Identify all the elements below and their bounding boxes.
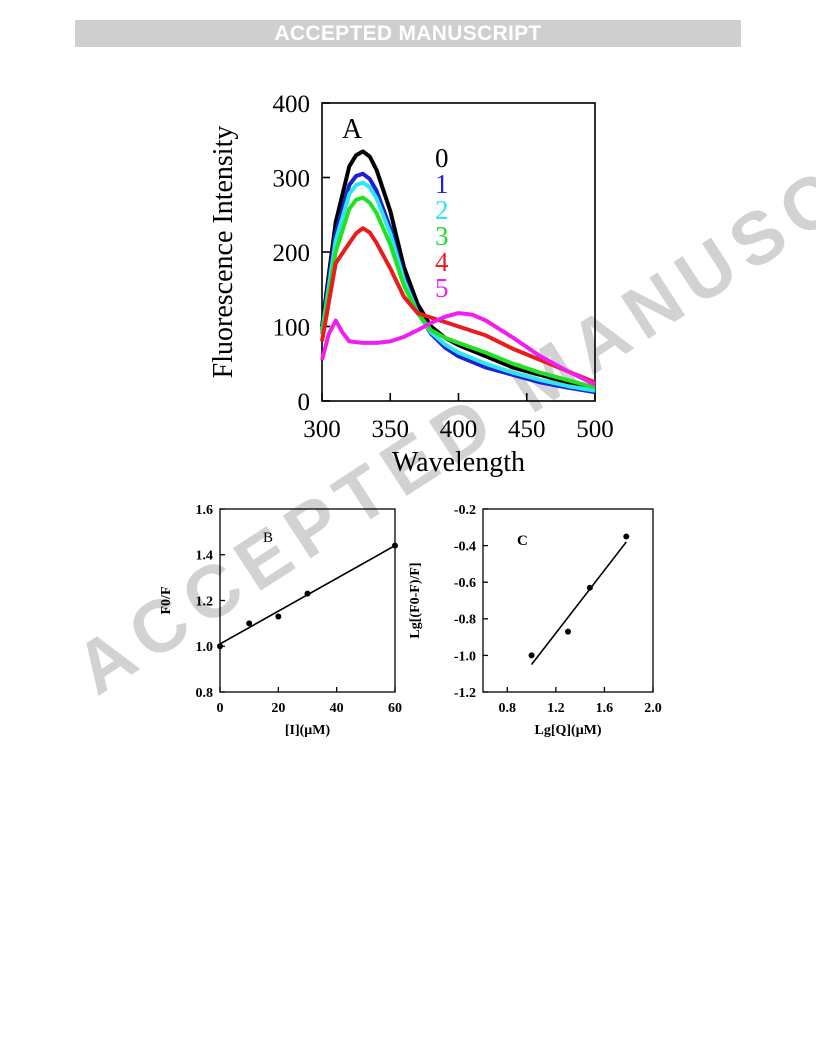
series-line-3 — [320, 195, 596, 390]
chart-c-double-log: 0.8 1.2 1.6 2.0 -1.2 -1.0 -0.8 -0.6 -0.4 -0.2 Lg[Q… — [408, 503, 662, 738]
x-tick-label: 450 — [508, 416, 546, 443]
x-axis-label: [I](μM) — [285, 723, 331, 738]
data-point — [392, 542, 398, 549]
data-point — [586, 584, 593, 591]
y-tick-label: -0.8 — [454, 613, 476, 628]
data-point — [528, 652, 535, 659]
x-tick-label: 20 — [271, 701, 285, 716]
panel-label-b: B — [263, 530, 273, 546]
x-tick-label: 2.0 — [644, 701, 662, 716]
y-axis-label: Fluorescence Intensity — [208, 126, 239, 379]
y-tick-label: 0 — [298, 389, 311, 416]
x-tick-label: 350 — [372, 416, 410, 443]
data-point — [304, 590, 311, 597]
data-point — [565, 628, 571, 635]
x-tick-label: 40 — [330, 701, 344, 716]
legend-entry-1: 1 — [435, 169, 449, 199]
plot-frame — [482, 508, 654, 693]
legend-entry-0: 0 — [435, 143, 449, 173]
series-line-2 — [320, 180, 596, 393]
x-tick-label: 60 — [388, 701, 402, 716]
y-tick-label: 1.6 — [196, 503, 214, 518]
data-point — [623, 533, 630, 540]
legend-entry-5: 5 — [435, 273, 449, 303]
fit-line — [530, 541, 627, 666]
y-tick-label: 400 — [273, 91, 311, 118]
plot-frame — [219, 508, 396, 693]
y-tick-label: -1.0 — [454, 649, 476, 664]
y-tick-label: -0.4 — [454, 540, 476, 555]
banner-text: ACCEPTED MANUSCRIPT — [274, 22, 542, 45]
x-tick-label: 300 — [303, 416, 341, 443]
y-axis-label: Lg[(F0-F)/F] — [408, 562, 423, 638]
y-tick-label: 0.8 — [196, 686, 214, 701]
x-tick-label: 400 — [440, 416, 478, 443]
x-tick-label: 500 — [576, 416, 614, 443]
y-tick-label: -1.2 — [454, 686, 476, 701]
y-tick-label: 100 — [273, 314, 311, 341]
legend-entry-4: 4 — [435, 247, 449, 277]
x-tick-label: 1.6 — [596, 701, 614, 716]
panel-label-c: C — [517, 533, 528, 549]
series-line-1 — [320, 171, 596, 395]
series-line-4 — [320, 226, 596, 385]
legend-entry-2: 2 — [435, 195, 449, 225]
chart-a-fluorescence: 300 350 400 450 5000100200300400WavelengthFl… — [208, 91, 614, 478]
y-tick-label: -0.6 — [454, 576, 476, 591]
x-axis-label: Lg[Q](μM) — [534, 723, 601, 738]
y-tick-label: -0.2 — [454, 503, 476, 518]
x-tick-label: 1.2 — [547, 701, 565, 716]
manuscript-banner: ACCEPTED MANUSCRIPT — [75, 20, 741, 47]
y-axis-label: F0/F — [159, 587, 174, 615]
y-tick-label: 300 — [273, 165, 311, 192]
y-tick-label: 1.2 — [196, 594, 214, 609]
data-point — [275, 613, 282, 620]
data-point — [246, 620, 253, 627]
x-tick-label: 0 — [217, 701, 224, 716]
x-axis-label: Wavelength — [392, 447, 525, 478]
x-tick-label: 0.8 — [499, 701, 517, 716]
series-line-5 — [320, 311, 596, 387]
panel-label-a: A — [342, 114, 363, 145]
series-line-0 — [320, 149, 596, 392]
legend-entry-3: 3 — [435, 221, 449, 251]
data-point — [217, 643, 223, 650]
chart-b-stern-volmer: 0 20 40 60 0.8 1.0 1.2 1.4 1.6 [I](μM) F0/F B — [159, 503, 402, 738]
y-tick-label: 200 — [273, 240, 311, 267]
y-tick-label: 1.4 — [196, 549, 214, 564]
y-tick-label: 1.0 — [196, 640, 214, 655]
